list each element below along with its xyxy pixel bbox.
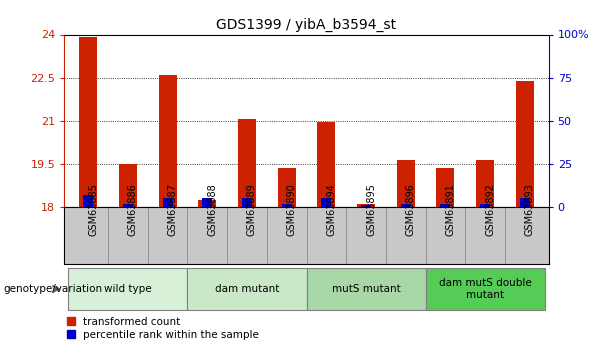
Text: GSM63891: GSM63891 (446, 184, 455, 236)
Text: GSM63893: GSM63893 (525, 184, 535, 236)
Bar (199, 200, 216, 207)
Text: mutS mutant: mutS mutant (332, 284, 400, 294)
Title: GDS1399 / yibA_b3594_st: GDS1399 / yibA_b3594_st (216, 18, 397, 32)
Bar (242, 198, 252, 207)
Legend: transformed count, percentile rank within the sample: transformed count, percentile rank withi… (66, 317, 259, 340)
Bar (516, 80, 534, 207)
Text: wild type: wild type (104, 284, 151, 294)
Text: dam mutS double
mutant: dam mutS double mutant (439, 278, 531, 300)
Text: GSM63892: GSM63892 (485, 184, 495, 236)
Bar (480, 204, 490, 207)
Text: GSM63896: GSM63896 (406, 184, 416, 236)
Text: dam mutant: dam mutant (215, 284, 279, 294)
Text: GSM63887: GSM63887 (167, 184, 178, 236)
Bar (361, 205, 371, 207)
Bar (397, 160, 414, 207)
Bar (520, 198, 530, 207)
Text: GSM63894: GSM63894 (326, 184, 337, 236)
Bar (357, 204, 375, 207)
Bar (119, 164, 137, 207)
Text: GSM63890: GSM63890 (287, 184, 297, 236)
Bar (436, 168, 454, 207)
Text: GSM63886: GSM63886 (128, 184, 138, 236)
Bar (278, 168, 295, 207)
Text: GSM63895: GSM63895 (366, 184, 376, 236)
Bar (162, 198, 172, 207)
Bar (83, 195, 93, 207)
Bar (476, 160, 494, 207)
Bar (159, 75, 177, 207)
Bar (401, 204, 411, 207)
Bar (68, 268, 188, 310)
Text: GSM63888: GSM63888 (207, 184, 217, 236)
Bar (441, 204, 451, 207)
Bar (306, 268, 425, 310)
Bar (321, 198, 331, 207)
Text: GSM63885: GSM63885 (88, 184, 98, 236)
Bar (202, 198, 212, 207)
Bar (238, 119, 256, 207)
Text: GSM63889: GSM63889 (247, 184, 257, 236)
Bar (318, 122, 335, 207)
Text: genotype/variation: genotype/variation (3, 284, 102, 294)
Bar (282, 204, 292, 207)
Bar (425, 268, 545, 310)
Bar (79, 37, 97, 207)
Bar (188, 268, 306, 310)
Bar (123, 204, 133, 207)
